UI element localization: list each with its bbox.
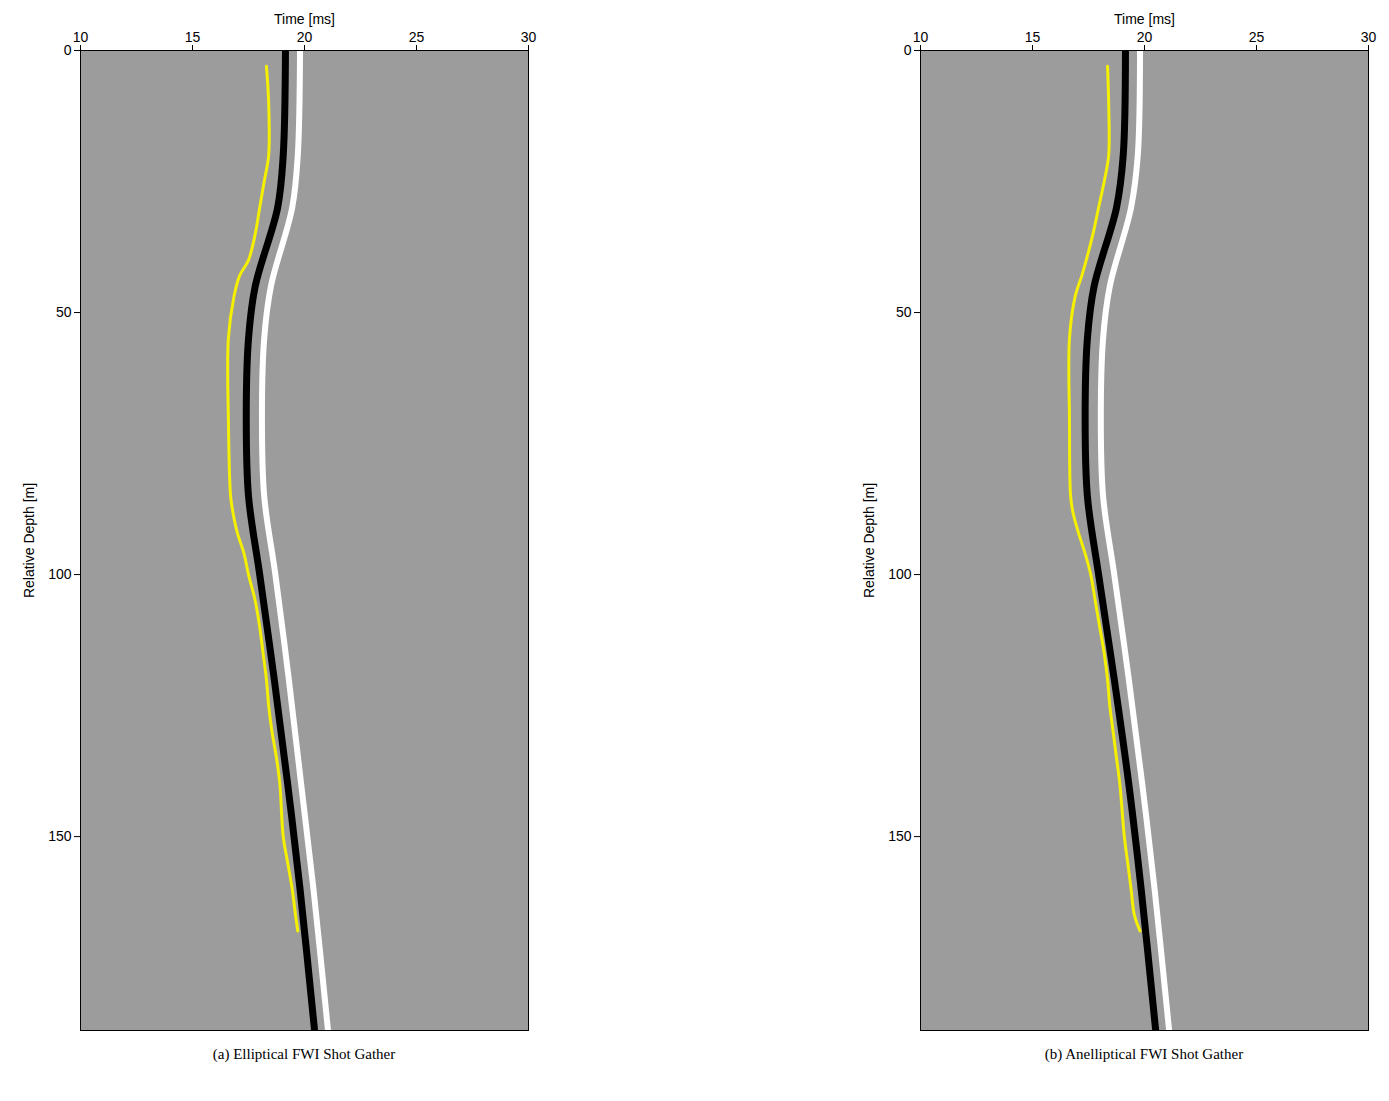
svg-text:Time [ms]: Time [ms] bbox=[1114, 11, 1175, 27]
svg-text:150: 150 bbox=[888, 828, 912, 844]
svg-text:30: 30 bbox=[521, 29, 537, 45]
svg-text:20: 20 bbox=[1137, 29, 1153, 45]
svg-text:15: 15 bbox=[185, 29, 201, 45]
svg-text:0: 0 bbox=[64, 42, 72, 58]
svg-text:10: 10 bbox=[913, 29, 929, 45]
svg-text:20: 20 bbox=[297, 29, 313, 45]
svg-text:100: 100 bbox=[48, 566, 72, 582]
svg-text:30: 30 bbox=[1361, 29, 1377, 45]
svg-text:50: 50 bbox=[56, 304, 72, 320]
svg-text:10: 10 bbox=[73, 29, 89, 45]
svg-text:15: 15 bbox=[1025, 29, 1041, 45]
html-text:(a) Elliptical FWI Shot Gather: (a) Elliptical FWI Shot Gather bbox=[212, 1046, 396, 1062]
svg-text:50: 50 bbox=[896, 304, 912, 320]
svg-text:100: 100 bbox=[888, 566, 912, 582]
svg-text:25: 25 bbox=[1249, 29, 1265, 45]
svg-text:Time [ms]: Time [ms] bbox=[274, 11, 335, 27]
svg-text:25: 25 bbox=[409, 29, 425, 45]
svg-text:Relative Depth [m]: Relative Depth [m] bbox=[861, 483, 877, 598]
svg-text:150: 150 bbox=[48, 828, 72, 844]
svg-text:Relative Depth [m]: Relative Depth [m] bbox=[21, 483, 37, 598]
html-text:(b) Anelliptical FWI Shot Gath: (b) Anelliptical FWI Shot Gather bbox=[1044, 1046, 1244, 1062]
svg-text:0: 0 bbox=[904, 42, 912, 58]
